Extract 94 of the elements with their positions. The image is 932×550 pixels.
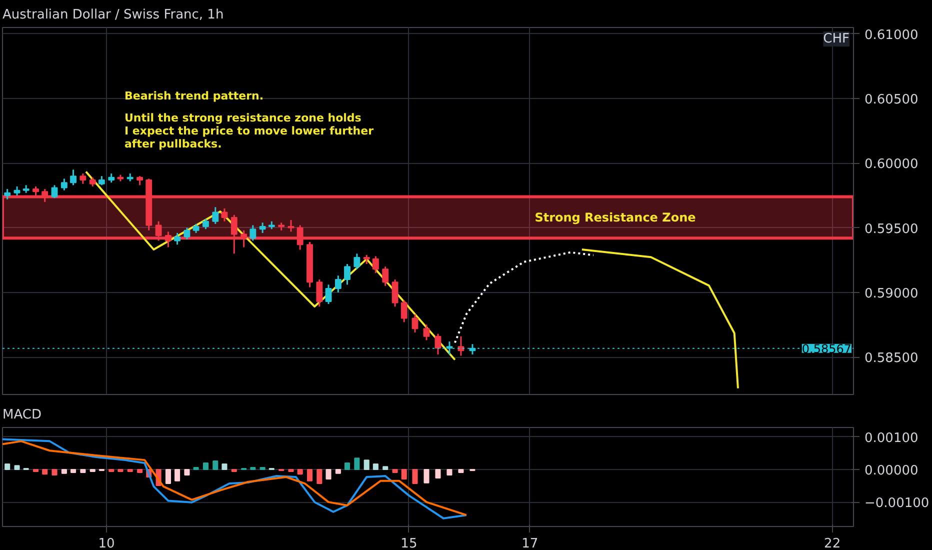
bar (446, 469, 452, 476)
candlestick (42, 188, 48, 203)
candlestick (259, 222, 266, 234)
bar (184, 469, 190, 476)
candlestick (98, 175, 105, 186)
bar (354, 458, 360, 470)
candlestick (80, 172, 86, 185)
bar (458, 469, 464, 473)
line-series (84, 170, 456, 361)
bar (4, 463, 10, 470)
candlestick (89, 176, 96, 188)
annotation: Until the strong resistance zone holds I expect the price to move lower further after pullbacks. (124, 112, 374, 150)
bar (412, 469, 418, 484)
candlestick (334, 274, 342, 294)
bar (424, 469, 430, 484)
band-label: Strong Resistance Zone (534, 210, 696, 224)
candlestick (192, 223, 200, 234)
y-tick-label: 0.59000 (864, 286, 918, 302)
bar (42, 469, 48, 475)
candlestick (212, 206, 219, 225)
candlestick (354, 252, 360, 270)
candlestick (392, 278, 398, 308)
line-series (454, 251, 594, 344)
candlestick (400, 299, 408, 323)
y-tick-label: 0.60500 (864, 92, 918, 108)
candlestick (230, 214, 238, 254)
candlestick (165, 230, 172, 248)
candlestick (325, 284, 332, 305)
candlestick (458, 336, 464, 356)
candlestick (344, 263, 350, 286)
candlestick (202, 218, 209, 230)
candlestick (363, 254, 370, 265)
candlestick (136, 175, 144, 186)
bar (435, 469, 441, 478)
bar (335, 469, 341, 474)
bar (372, 463, 378, 470)
x-tick-label: 15 (400, 536, 418, 550)
bar (392, 469, 398, 473)
candlestick (51, 184, 58, 199)
ref-line-label: 0.58567 (802, 342, 852, 356)
candlestick (32, 186, 39, 196)
bar (316, 469, 322, 484)
bar (202, 462, 208, 470)
candlestick (184, 227, 190, 240)
candlestick (288, 219, 294, 232)
bar (401, 469, 407, 480)
bar (61, 469, 67, 474)
candlestick (250, 224, 256, 242)
candlestick (174, 232, 181, 246)
candlestick (434, 333, 442, 356)
candlestick (221, 208, 228, 222)
y-tick-label: 0.58500 (864, 351, 918, 366)
bar (14, 465, 20, 470)
candlestick (296, 224, 304, 251)
x-tick-label: 17 (522, 536, 538, 550)
bar (52, 469, 58, 476)
bar (80, 469, 86, 473)
y-tick-label: −0.00100 (864, 496, 930, 512)
candlestick (60, 178, 68, 192)
bar (212, 460, 218, 470)
candlestick (382, 266, 389, 287)
bar (165, 469, 171, 484)
candlestick (423, 324, 430, 341)
bar (344, 462, 350, 470)
y-tick-label: 0.00100 (864, 430, 918, 446)
candlestick (412, 314, 418, 334)
bar (306, 469, 313, 482)
y-tick-label: 0.00000 (864, 464, 918, 479)
annotation: Bearish trend pattern. (124, 90, 264, 102)
candlestick (108, 172, 115, 184)
bar (326, 469, 332, 480)
y-tick-label: 0.60000 (864, 157, 918, 172)
candlestick (14, 186, 20, 196)
line-series (580, 248, 739, 390)
x-tick-label: 22 (824, 536, 841, 550)
bar (382, 466, 388, 470)
y-tick-label: 0.61000 (864, 28, 918, 43)
bar (222, 463, 228, 470)
candlestick (155, 220, 162, 242)
x-tick-label: 10 (98, 536, 115, 550)
candlestick (372, 255, 379, 274)
candlestick (316, 278, 323, 308)
y-axis-title: CHF (823, 32, 850, 46)
bar (297, 469, 303, 475)
candlestick (70, 168, 76, 186)
y-tick-label: 0.59500 (864, 222, 918, 237)
bar (70, 469, 76, 473)
bar (137, 469, 143, 473)
bar (364, 460, 370, 470)
chart-title: Australian Dollar / Swiss Franc, 1h (2, 8, 224, 22)
chart-title: MACD (2, 408, 42, 422)
candlestick (4, 188, 11, 200)
candlestick (240, 230, 248, 248)
bar (174, 469, 180, 482)
